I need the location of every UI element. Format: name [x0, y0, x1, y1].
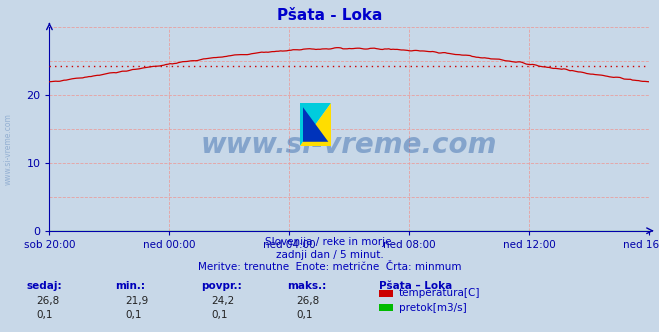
Polygon shape: [303, 107, 328, 142]
Text: sedaj:: sedaj:: [26, 281, 62, 290]
Text: temperatura[C]: temperatura[C]: [399, 289, 480, 298]
Text: zadnji dan / 5 minut.: zadnji dan / 5 minut.: [275, 250, 384, 260]
Polygon shape: [300, 103, 331, 146]
Text: www.si-vreme.com: www.si-vreme.com: [201, 131, 498, 159]
Text: min.:: min.:: [115, 281, 146, 290]
Text: povpr.:: povpr.:: [201, 281, 242, 290]
Text: Pšata – Loka: Pšata – Loka: [379, 281, 452, 290]
Text: Pšata - Loka: Pšata - Loka: [277, 8, 382, 23]
Text: Meritve: trenutne  Enote: metrične  Črta: minmum: Meritve: trenutne Enote: metrične Črta: …: [198, 262, 461, 272]
Text: maks.:: maks.:: [287, 281, 326, 290]
Text: 24,2: 24,2: [211, 296, 234, 306]
Text: www.si-vreme.com: www.si-vreme.com: [3, 114, 13, 185]
Text: 0,1: 0,1: [297, 310, 313, 320]
Text: 0,1: 0,1: [211, 310, 227, 320]
Polygon shape: [300, 103, 331, 146]
Text: 0,1: 0,1: [125, 310, 142, 320]
Text: 21,9: 21,9: [125, 296, 148, 306]
Text: 26,8: 26,8: [297, 296, 320, 306]
Text: pretok[m3/s]: pretok[m3/s]: [399, 303, 467, 313]
Text: 0,1: 0,1: [36, 310, 53, 320]
Text: Slovenija / reke in morje.: Slovenija / reke in morje.: [264, 237, 395, 247]
Text: 26,8: 26,8: [36, 296, 59, 306]
